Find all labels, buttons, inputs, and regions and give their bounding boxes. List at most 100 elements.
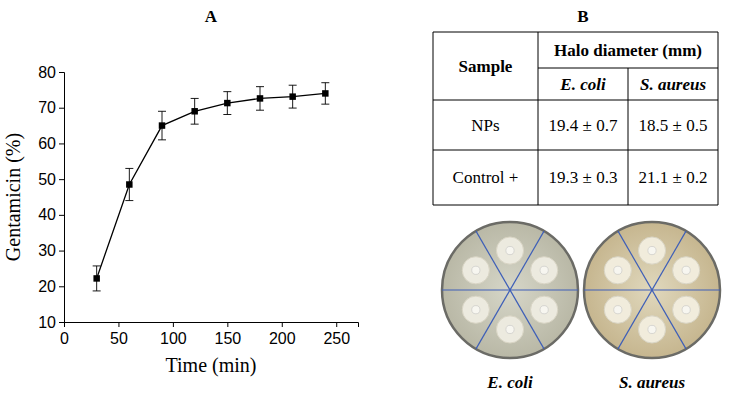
y-tick: 10 (38, 314, 64, 331)
disc (648, 246, 656, 254)
y-tick-label: 80 (38, 64, 56, 81)
dish-plate (442, 222, 578, 358)
petri-dish (584, 222, 720, 358)
inhibition-halo (604, 257, 631, 284)
data-point (257, 95, 263, 101)
error-bar (289, 85, 297, 108)
inhibition-halo (638, 316, 665, 343)
sector-line (618, 231, 686, 349)
error-bar-cap (256, 110, 264, 111)
disc (614, 266, 622, 274)
x-tick-mark (282, 322, 283, 327)
x-tick: 200 (269, 322, 296, 347)
table-rule (433, 150, 718, 151)
y-tick-label: 30 (38, 242, 56, 259)
figure: A 0 50 100 150 200 250 10 20 30 40 50 60 70 80 Time (mi… (0, 0, 743, 396)
x-tick: 0 (60, 322, 69, 347)
table-cell: 21.1 ± 0.2 (639, 168, 708, 187)
y-tick-label: 20 (38, 278, 56, 295)
error-bar-cap (158, 139, 166, 140)
error-bar-cap (191, 98, 199, 99)
x-tick: 250 (323, 322, 350, 347)
table-subheader: E. coli (559, 75, 606, 94)
sector-line (476, 231, 544, 349)
disc (472, 306, 480, 314)
table-rule (433, 100, 718, 101)
disc (648, 325, 656, 333)
table-rule (718, 32, 719, 205)
error-bar (321, 83, 329, 104)
x-tick-label: 100 (160, 330, 187, 347)
data-point (191, 108, 197, 114)
data-point (93, 275, 99, 281)
y-tick-label: 70 (38, 99, 56, 116)
x-tick: 100 (160, 322, 187, 347)
error-bar (191, 98, 199, 124)
x-tick-label: 250 (323, 330, 350, 347)
dish-label: S. aureus (619, 373, 686, 392)
error-bar-cap (223, 114, 231, 115)
error-bar-cap (289, 108, 297, 109)
y-tick: 80 (38, 64, 64, 81)
y-tick-label: 40 (38, 206, 56, 223)
x-tick-label: 50 (110, 330, 128, 347)
table-subheader: S. aureus (640, 75, 707, 94)
table-cell: 18.5 ± 0.5 (639, 116, 708, 135)
disc (682, 306, 690, 314)
y-tick: 30 (38, 242, 64, 259)
data-point (289, 93, 295, 99)
table: SampleHalo diameter (mm)E. coliS. aureus… (433, 32, 718, 205)
inhibition-halo (462, 257, 489, 284)
x-tick-mark (173, 322, 174, 327)
disc (506, 325, 514, 333)
disc (682, 266, 690, 274)
x-tick-mark (336, 322, 337, 327)
table-cell: 19.4 ± 0.7 (549, 116, 618, 135)
y-tick-label: 10 (38, 314, 56, 331)
error-bar (125, 168, 133, 200)
table-rule (433, 205, 718, 206)
table-rule (433, 32, 718, 33)
x-tick-label: 0 (60, 330, 69, 347)
error-bar-cap (125, 200, 133, 201)
x-tick-mark (118, 322, 119, 327)
x-axis-title: Time (min) (166, 354, 257, 377)
error-bar (158, 111, 166, 140)
y-tick-mark (59, 286, 64, 287)
table-header: Halo diameter (mm) (554, 41, 702, 60)
disc (614, 306, 622, 314)
error-bar-cap (256, 86, 264, 87)
table-rule (433, 32, 434, 205)
inhibition-halo (496, 237, 523, 264)
panel-title: A (205, 7, 218, 26)
error-bar (223, 92, 231, 115)
y-axis: 10 20 30 40 50 60 70 80 (38, 64, 64, 331)
y-tick-mark (59, 322, 64, 323)
table-rule (538, 32, 539, 205)
disc (506, 246, 514, 254)
y-tick-mark (59, 72, 64, 73)
y-tick: 60 (38, 135, 64, 152)
error-bar-cap (125, 168, 133, 169)
inhibition-halo (462, 296, 489, 323)
y-tick-mark (59, 108, 64, 109)
table-cell: Control + (453, 168, 519, 187)
y-tick: 40 (38, 206, 64, 223)
error-bar-cap (93, 290, 101, 291)
y-tick-label: 50 (38, 171, 56, 188)
panel-title: B (577, 7, 588, 26)
y-tick: 50 (38, 171, 64, 188)
data-point (322, 90, 328, 96)
error-bar-cap (321, 82, 329, 83)
data-point (159, 122, 165, 128)
y-axis-line (59, 73, 65, 323)
x-tick: 150 (214, 322, 241, 347)
disc (472, 266, 480, 274)
x-axis-line (65, 323, 359, 328)
x-tick-mark (227, 322, 228, 327)
error-bar-cap (93, 265, 101, 266)
y-axis-title: Gentamicin (%) (2, 133, 25, 261)
x-tick-label: 200 (269, 330, 296, 347)
inhibition-halo (604, 296, 631, 323)
error-bar-cap (223, 91, 231, 92)
